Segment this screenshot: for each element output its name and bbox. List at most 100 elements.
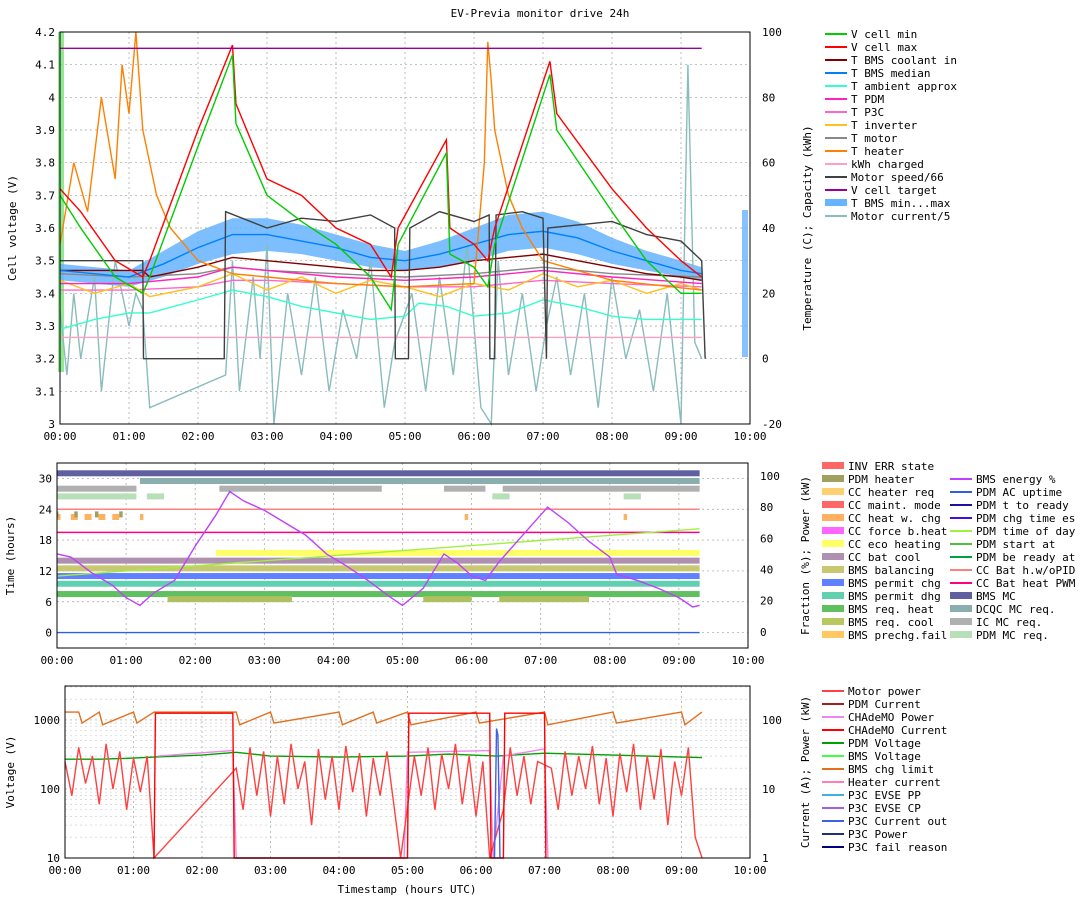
series-motor-power — [64, 743, 703, 860]
legend-label: PDM start at — [976, 538, 1055, 551]
x-axis-label: Timestamp (hours UTC) — [337, 883, 476, 896]
series-t-bms-median — [59, 230, 702, 278]
x-tick-label: 10:00 — [731, 654, 764, 667]
legend-swatch — [950, 618, 972, 625]
strip-bms-req-heat — [57, 591, 700, 598]
legend-label: CC bat cool — [848, 551, 921, 564]
series-t-bms-min-max — [60, 211, 702, 287]
series-t-pdm — [60, 266, 702, 285]
legend-label: BMS req. cool — [848, 616, 934, 629]
legend-label: CC force b.heat — [848, 525, 947, 538]
strip-pdm-heater — [57, 511, 59, 518]
legend-label: P3C Current out — [848, 815, 947, 828]
y2-tick-label: 20 — [760, 595, 773, 608]
x-tick-label: 09:00 — [665, 864, 698, 877]
plot-frame — [59, 31, 751, 425]
panel-2 — [56, 462, 972, 649]
legend-label: PDM Voltage — [848, 737, 921, 750]
legend-swatch — [822, 592, 844, 599]
legend-label: T ambient approx — [851, 80, 957, 93]
y2-tick-label: 100 — [762, 26, 782, 39]
strip-pdm-mc-req- — [492, 493, 510, 500]
x-tick-label: 00:00 — [43, 430, 76, 443]
legend-swatch — [822, 631, 844, 638]
strip-pdm-mc-req- — [146, 493, 165, 500]
y2-tick-label: 1 — [762, 852, 769, 865]
strip-bms-req-cool — [423, 596, 472, 603]
series-t-inverter — [59, 272, 702, 298]
x-tick-label: 06:00 — [457, 430, 490, 443]
legend-swatch — [825, 199, 847, 206]
legend-label: T motor — [851, 132, 898, 145]
edge-marker-right — [742, 210, 748, 357]
strip-cc-heat-w-chg — [98, 513, 106, 520]
series-motor-current-5 — [59, 64, 703, 427]
legend-label: IC MC req. — [976, 616, 1042, 629]
x-tick-label: 01:00 — [117, 864, 150, 877]
series-pdm-voltage — [65, 751, 703, 760]
legend-label: P3C EVSE PP — [848, 789, 921, 802]
legend-label: DCQC MC req. — [976, 603, 1055, 616]
x-tick-label: 04:00 — [322, 864, 355, 877]
series-pdm-time-of-day — [56, 528, 700, 577]
panel-1 — [58, 31, 847, 427]
series-t-heater — [59, 31, 702, 291]
y-tick-label: 6 — [45, 596, 52, 609]
legend-label: V cell target — [851, 184, 937, 197]
legend-label: CC maint. mode — [848, 499, 941, 512]
x-tick-label: 05:00 — [386, 654, 419, 667]
y2-tick-label: 0 — [760, 626, 767, 639]
y2-tick-label: -20 — [762, 418, 782, 431]
y-tick-label: 4.1 — [35, 59, 55, 72]
x-tick-label: 08:00 — [593, 654, 626, 667]
legend-label: Motor speed/66 — [851, 171, 944, 184]
y-tick-label: 12 — [39, 565, 52, 578]
legend-label: P3C EVSE CP — [848, 802, 921, 815]
legend-label: T P3C — [851, 106, 884, 119]
legend-label: BMS Voltage — [848, 750, 921, 763]
y2-tick-label: 40 — [760, 564, 773, 577]
legend-label: BMS permit dhg — [848, 590, 941, 603]
y-tick-label: 3.1 — [35, 385, 55, 398]
series-chademo-current — [153, 712, 547, 859]
x-tick-label: 09:00 — [662, 654, 695, 667]
series-t-bms-coolant-in — [60, 253, 702, 281]
strip-pdm-heater — [74, 511, 78, 518]
legend-label: T BMS min...max — [851, 197, 951, 210]
x-tick-label: 06:00 — [455, 654, 488, 667]
legend-label: CHAdeMO Power — [848, 711, 934, 724]
x-tick-label: 02:00 — [185, 864, 218, 877]
y-tick-label: 3.5 — [35, 255, 55, 268]
legend-label: Motor power — [848, 685, 921, 698]
y-axis-label: Cell voltage (V) — [6, 175, 19, 281]
x-tick-label: 10:00 — [733, 430, 766, 443]
legend-label: T PDM — [851, 93, 884, 106]
strip-cc-heat-w-chg — [84, 513, 92, 520]
legend-swatch — [822, 462, 844, 469]
legend-swatch — [950, 631, 972, 638]
y2-tick-label: 100 — [762, 714, 782, 727]
legend-label: PDM AC uptime — [976, 486, 1062, 499]
strip-dcqc-mc-req- — [139, 477, 700, 484]
series-t-motor — [59, 266, 702, 278]
legend-label: BMS prechg.fail — [848, 629, 947, 642]
strip-pdm-mc-req- — [623, 493, 641, 500]
panel-3 — [64, 685, 844, 860]
x-tick-label: 00:00 — [40, 654, 73, 667]
y-tick-label: 3.9 — [35, 124, 55, 137]
legend-swatch — [822, 501, 844, 508]
strip-cc-heat-w-chg — [57, 513, 61, 520]
y-tick-label: 3.4 — [35, 287, 55, 300]
x-tick-label: 04:00 — [319, 430, 352, 443]
x-tick-label: 03:00 — [248, 654, 281, 667]
y2-tick-label: 80 — [762, 91, 775, 104]
strip-cc-heat-w-chg — [70, 513, 78, 520]
legend-swatch — [822, 553, 844, 560]
y2-tick-label: 40 — [762, 222, 775, 235]
plot-frame — [56, 462, 749, 649]
x-tick-label: 00:00 — [48, 864, 81, 877]
y-axis-label: Voltage (V) — [4, 736, 17, 809]
legend-label: CC heater req — [848, 486, 934, 499]
legend-label: PDM time of day — [976, 525, 1076, 538]
y-tick-label: 100 — [40, 783, 60, 796]
